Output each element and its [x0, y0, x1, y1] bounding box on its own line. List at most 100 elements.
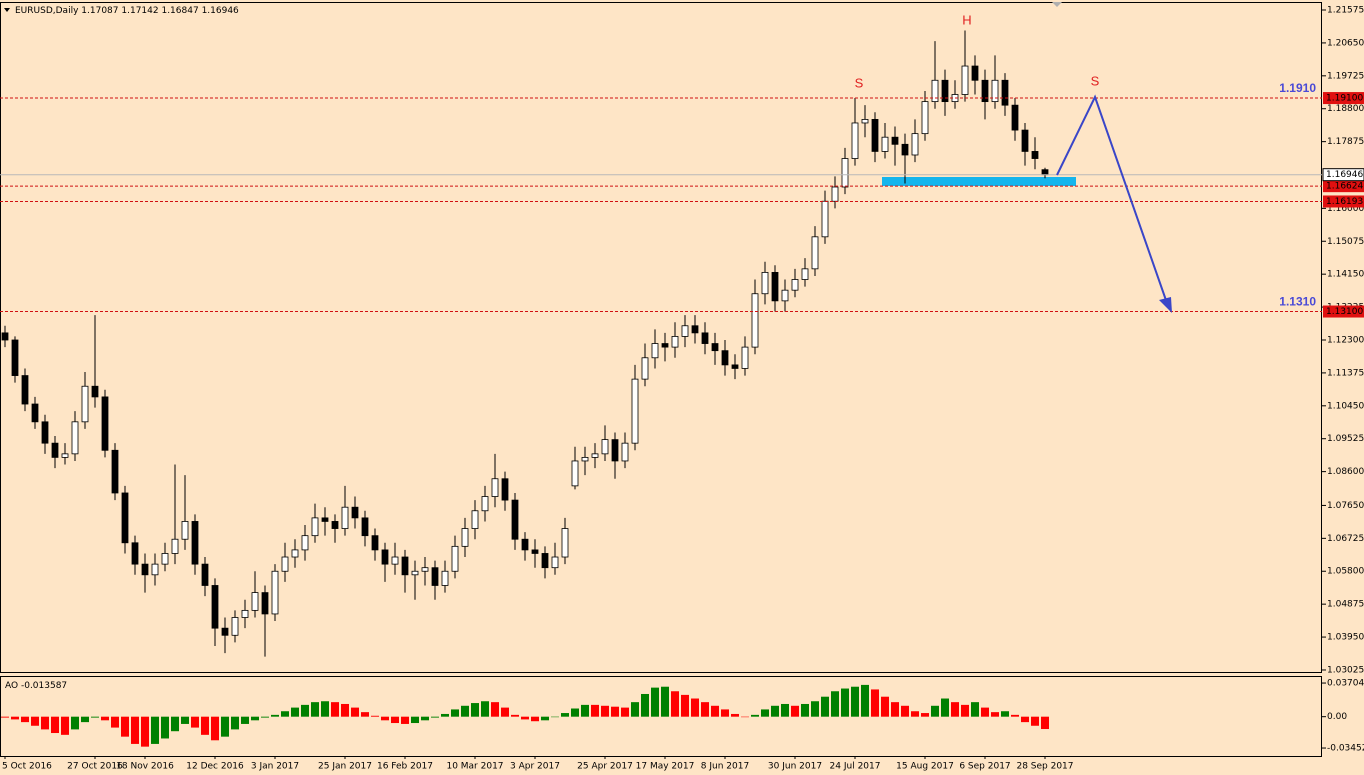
candle-body: [481, 496, 489, 512]
candle-body: [321, 517, 329, 522]
ao-bar: [301, 704, 309, 717]
ao-bar: [751, 714, 759, 717]
x-tick-label: 28 Sep 2017: [1016, 762, 1073, 772]
candle-body: [81, 385, 89, 423]
ao-bar: [661, 686, 669, 717]
ao-bar: [431, 716, 439, 718]
ao-bar: [761, 709, 769, 717]
ao-bar: [591, 704, 599, 717]
y-tick-label: 1.20650: [1327, 38, 1364, 48]
candle-body: [711, 343, 719, 352]
candle-body: [691, 325, 699, 334]
candle-body: [881, 136, 889, 152]
candle-body: [331, 521, 339, 529]
ao-bar: [1001, 711, 1009, 717]
ao-bar: [841, 688, 849, 717]
candle-body: [741, 346, 749, 369]
ao-bar: [541, 716, 549, 721]
candle-body: [991, 79, 999, 103]
candle-body: [961, 65, 969, 95]
ao-bar: [911, 711, 919, 717]
candle-body: [491, 478, 499, 497]
level-label: 1.13100: [1326, 307, 1363, 317]
ao-bar: [901, 705, 909, 717]
candle-body: [391, 556, 399, 565]
candle-body: [311, 517, 319, 537]
ao-bar: [801, 703, 809, 717]
y-tick-label: 1.09525: [1327, 434, 1364, 444]
candle-body: [121, 492, 129, 544]
ao-bar: [881, 696, 889, 717]
ao-bar: [171, 716, 179, 732]
ao-bar: [21, 716, 29, 723]
ao-bar: [241, 716, 249, 724]
candle-body: [31, 403, 39, 423]
candle-body: [181, 521, 189, 540]
indicator-y-tick-label: -0.034526: [1327, 744, 1364, 754]
candle-body: [251, 592, 259, 611]
close-value: 1.16946: [202, 6, 239, 16]
candle-body: [801, 268, 809, 280]
ao-bar: [891, 702, 899, 717]
neckline-zone: [882, 177, 1076, 186]
y-tick-label: 1.18800: [1327, 104, 1364, 114]
ao-bar: [501, 707, 509, 717]
candle-body: [861, 119, 869, 124]
x-tick-label: 30 Jun 2017: [768, 762, 822, 772]
level-label-box: [1323, 92, 1364, 105]
ao-bar: [931, 705, 939, 717]
ao-bar: [161, 716, 169, 739]
y-tick-label: 1.08600: [1327, 467, 1364, 477]
ao-bar: [521, 716, 529, 720]
y-tick-label: 1.14150: [1327, 270, 1364, 280]
ao-bar: [41, 716, 49, 730]
symbol: EURUSD,Daily: [15, 6, 79, 16]
level-label: 1.19100: [1326, 94, 1363, 104]
ao-bar: [971, 702, 979, 717]
candle-body: [661, 343, 669, 348]
x-tick-label: 18 Nov 2016: [116, 762, 174, 772]
level-annotation: 1.1910: [1279, 81, 1316, 95]
candle-body: [851, 122, 859, 159]
ao-bar: [371, 715, 379, 717]
candle-body: [731, 364, 739, 369]
candle-body: [161, 553, 169, 565]
level-label-box: [1323, 195, 1364, 208]
ao-bar: [531, 716, 539, 722]
low-value: 1.16847: [161, 6, 198, 16]
ao-bar: [121, 716, 129, 737]
candle-body: [411, 570, 419, 576]
candle-body: [981, 79, 989, 103]
menu-arrow[interactable]: [4, 8, 10, 12]
candle-body: [911, 133, 919, 156]
ao-bar: [681, 694, 689, 717]
ao-bar: [631, 702, 639, 717]
candle-body: [221, 627, 229, 636]
projection-arrow: [1056, 94, 1169, 307]
x-tick-label: 10 Mar 2017: [446, 762, 503, 772]
ao-bar: [131, 716, 139, 744]
ao-bar: [1, 716, 9, 718]
candle-body: [461, 528, 469, 547]
candle-body: [1021, 129, 1029, 152]
ao-bar: [11, 716, 19, 720]
pattern-label: S: [1091, 73, 1100, 88]
ao-bar: [361, 712, 369, 717]
ao-bar: [471, 703, 479, 717]
level-label-box: [1323, 180, 1364, 193]
ao-bar: [921, 713, 929, 717]
candle-body: [431, 567, 439, 586]
shift-marker: [1052, 2, 1062, 7]
ao-bar: [341, 703, 349, 717]
candle-body: [521, 538, 529, 551]
ao-bar: [71, 716, 79, 730]
ao-bar: [691, 698, 699, 717]
ao-bar: [351, 707, 359, 717]
candle-body: [551, 556, 559, 569]
candle-body: [51, 442, 59, 458]
candle-body: [581, 456, 589, 462]
y-tick-label: 1.17875: [1327, 137, 1364, 147]
y-tick-label: 1.19725: [1327, 71, 1364, 81]
x-tick-label: 12 Dec 2016: [186, 762, 244, 772]
x-tick-label: 17 May 2017: [636, 762, 695, 772]
